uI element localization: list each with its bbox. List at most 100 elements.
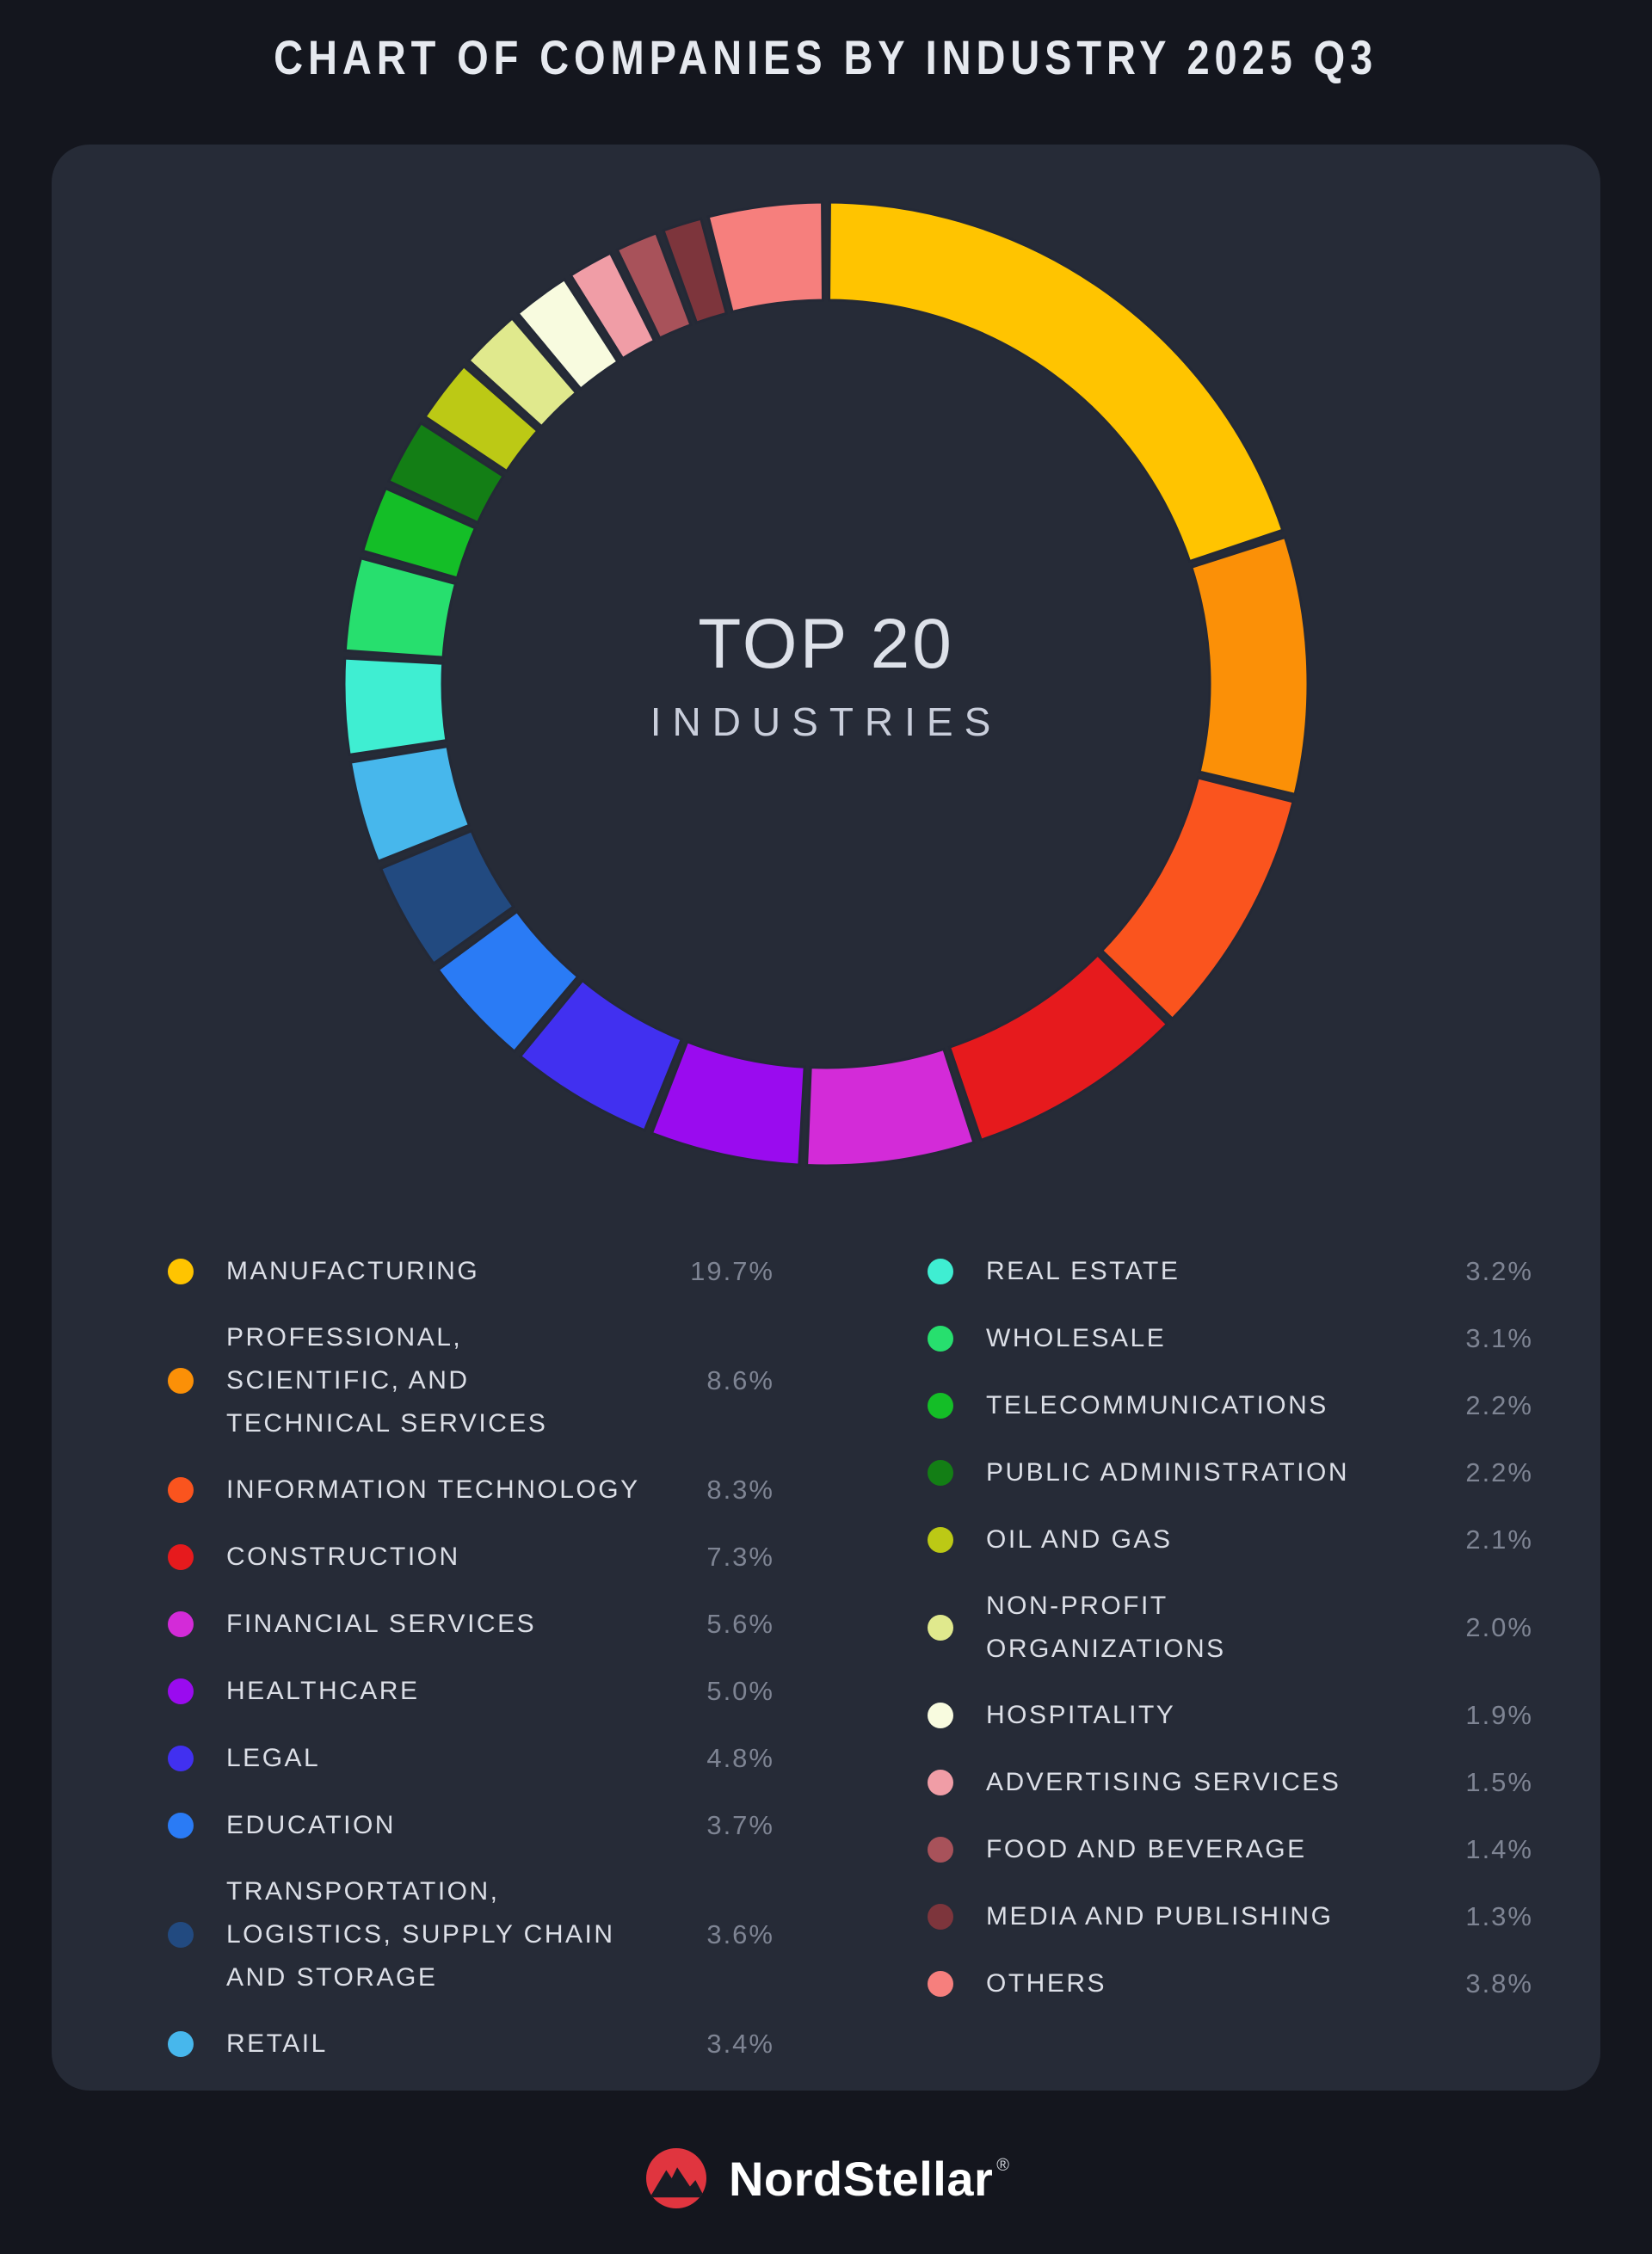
- legend-label: HEALTHCARE: [226, 1677, 420, 1705]
- legend-label: MEDIA AND PUBLISHING: [986, 1902, 1334, 1931]
- legend-label: FOOD AND BEVERAGE: [986, 1835, 1307, 1863]
- legend-color-dot: [928, 1703, 953, 1728]
- legend-row: EDUCATION 3.7%: [168, 1803, 774, 1848]
- legend-color-dot: [928, 1837, 953, 1863]
- legend-percentage: 8.3%: [706, 1475, 774, 1505]
- brand-name: NordStellar: [728, 2151, 994, 2206]
- legend-color-dot: [168, 1922, 194, 1948]
- legend-percentage: 1.3%: [1465, 1901, 1533, 1931]
- legend-label: NON-PROFIT ORGANIZATIONS: [986, 1592, 1226, 1663]
- legend-color-dot: [928, 1971, 953, 1997]
- legend-percentage: 3.8%: [1465, 1968, 1533, 1998]
- legend-percentage: 4.8%: [706, 1743, 774, 1773]
- page-title: CHART OF COMPANIES BY INDUSTRY 2025 Q3: [0, 0, 1652, 145]
- legend-color-dot: [168, 1477, 194, 1503]
- legend: MANUFACTURING 19.7% PROFESSIONAL, SCIENTIF…: [168, 1249, 1533, 2089]
- legend-percentage: 3.4%: [706, 2029, 774, 2059]
- donut-segment-telecommunications: [361, 486, 478, 580]
- legend-row: WHOLESALE 3.1%: [928, 1316, 1533, 1361]
- legend-row: TELECOMMUNICATIONS 2.2%: [928, 1383, 1533, 1428]
- donut-segment-non-profit: [466, 316, 578, 428]
- donut-segment-food-and-beverage: [615, 231, 693, 341]
- donut-segment-advertising-services: [569, 251, 656, 360]
- legend-label: ADVERTISING SERVICES: [986, 1768, 1341, 1796]
- donut-segment-construction: [947, 952, 1169, 1142]
- legend-color-dot: [928, 1615, 953, 1641]
- legend-percentage: 2.1%: [1465, 1524, 1533, 1555]
- legend-label: PROFESSIONAL, SCIENTIFIC, AND TECHNICAL …: [226, 1323, 548, 1438]
- legend-row: NON-PROFIT ORGANIZATIONS 2.0%: [928, 1585, 1533, 1671]
- page-title-text: CHART OF COMPANIES BY INDUSTRY 2025 Q3: [274, 30, 1378, 84]
- legend-label: HOSPITALITY: [986, 1701, 1176, 1729]
- legend-percentage: 7.3%: [706, 1542, 774, 1572]
- donut-segment-professional: [1189, 535, 1310, 797]
- legend-column-right: REAL ESTATE 3.2% WHOLESALE 3.1% TELECOMMUNIC…: [928, 1249, 1533, 2089]
- legend-label: TRANSPORTATION, LOGISTICS, SUPPLY CHAIN …: [226, 1877, 615, 1992]
- donut-chart: [342, 200, 1310, 1167]
- legend-percentage: 3.7%: [706, 1810, 774, 1840]
- legend-column-left: MANUFACTURING 19.7% PROFESSIONAL, SCIENTIF…: [168, 1249, 774, 2089]
- legend-color-dot: [168, 1544, 194, 1570]
- legend-percentage: 2.2%: [1465, 1390, 1533, 1420]
- legend-row: PROFESSIONAL, SCIENTIFIC, AND TECHNICAL …: [168, 1316, 774, 1445]
- brand-wordmark: NordStellar ®: [728, 2151, 1010, 2207]
- legend-label: TELECOMMUNICATIONS: [986, 1391, 1328, 1420]
- legend-percentage: 2.2%: [1465, 1457, 1533, 1487]
- legend-row: CONSTRUCTION 7.3%: [168, 1535, 774, 1580]
- donut-segment-hospitality: [515, 277, 620, 391]
- donut-segment-information-technology: [1100, 776, 1295, 1021]
- legend-row: REAL ESTATE 3.2%: [928, 1249, 1533, 1294]
- legend-color-dot: [168, 1368, 194, 1394]
- legend-label: PUBLIC ADMINISTRATION: [986, 1458, 1349, 1487]
- legend-percentage: 19.7%: [690, 1256, 774, 1286]
- legend-row: MANUFACTURING 19.7%: [168, 1249, 774, 1294]
- legend-color-dot: [928, 1904, 953, 1930]
- donut-segment-public-administration: [386, 421, 506, 525]
- legend-color-dot: [928, 1326, 953, 1352]
- donut-segment-real-estate: [342, 656, 448, 757]
- donut-segment-education: [436, 909, 580, 1054]
- legend-label: INFORMATION TECHNOLOGY: [226, 1475, 640, 1504]
- legend-color-dot: [168, 1746, 194, 1771]
- donut-segment-media-and-publishing: [662, 217, 729, 325]
- legend-color-dot: [168, 1611, 194, 1637]
- legend-row: ADVERTISING SERVICES 1.5%: [928, 1760, 1533, 1805]
- legend-color-dot: [928, 1259, 953, 1284]
- legend-percentage: 8.6%: [706, 1365, 774, 1395]
- footer: NordStellar ®: [0, 2109, 1652, 2247]
- legend-label: OTHERS: [986, 1969, 1107, 1998]
- legend-percentage: 2.0%: [1465, 1612, 1533, 1642]
- registered-mark: ®: [996, 2156, 1010, 2176]
- legend-percentage: 3.2%: [1465, 1256, 1533, 1286]
- legend-row: FOOD AND BEVERAGE 1.4%: [928, 1827, 1533, 1872]
- legend-percentage: 1.5%: [1465, 1767, 1533, 1797]
- legend-color-dot: [168, 2031, 194, 2057]
- legend-label: OIL AND GAS: [986, 1525, 1173, 1554]
- nordstellar-logo-icon: [645, 2148, 706, 2208]
- legend-percentage: 3.1%: [1465, 1323, 1533, 1353]
- legend-percentage: 5.6%: [706, 1609, 774, 1639]
- donut-segment-healthcare: [650, 1039, 806, 1167]
- legend-row: HEALTHCARE 5.0%: [168, 1669, 774, 1714]
- legend-row: OTHERS 3.8%: [928, 1961, 1533, 2006]
- donut-segment-retail: [348, 744, 472, 864]
- legend-label: WHOLESALE: [986, 1324, 1167, 1352]
- legend-color-dot: [168, 1813, 194, 1838]
- legend-color-dot: [928, 1393, 953, 1419]
- legend-row: FINANCIAL SERVICES 5.6%: [168, 1602, 774, 1647]
- legend-row: OIL AND GAS 2.1%: [928, 1518, 1533, 1562]
- donut-segment-legal: [518, 978, 684, 1132]
- legend-row: LEGAL 4.8%: [168, 1736, 774, 1781]
- legend-row: PUBLIC ADMINISTRATION 2.2%: [928, 1450, 1533, 1495]
- legend-color-dot: [168, 1678, 194, 1704]
- legend-percentage: 1.4%: [1465, 1834, 1533, 1864]
- legend-row: HOSPITALITY 1.9%: [928, 1693, 1533, 1738]
- legend-percentage: 3.6%: [706, 1919, 774, 1949]
- legend-row: MEDIA AND PUBLISHING 1.3%: [928, 1894, 1533, 1939]
- legend-color-dot: [928, 1527, 953, 1553]
- legend-label: EDUCATION: [226, 1811, 396, 1839]
- legend-percentage: 1.9%: [1465, 1700, 1533, 1730]
- legend-row: TRANSPORTATION, LOGISTICS, SUPPLY CHAIN …: [168, 1870, 774, 1999]
- legend-row: INFORMATION TECHNOLOGY 8.3%: [168, 1468, 774, 1512]
- legend-color-dot: [928, 1460, 953, 1486]
